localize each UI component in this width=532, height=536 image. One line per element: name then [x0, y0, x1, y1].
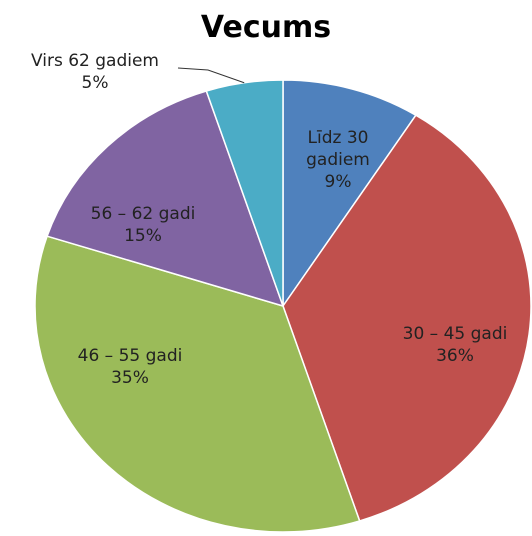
slice-name: 56 – 62 gadi: [90, 204, 196, 224]
chart-title: Vecums: [200, 10, 332, 45]
slice-value: 36%: [436, 346, 474, 366]
slice-name: 46 – 55 gadi: [77, 346, 183, 366]
slice-label: 30 – 45 gadi 36%: [380, 323, 530, 367]
pie-slice: [205, 79, 284, 307]
slice-name: 30 – 45 gadi: [402, 324, 508, 344]
slice-value: 15%: [124, 226, 162, 246]
pie-slice: [282, 79, 417, 309]
slice-label: Virs 62 gadiem 5%: [15, 50, 175, 94]
slice-value: 35%: [111, 368, 149, 388]
slice-name: Virs 62 gadiem: [30, 51, 159, 71]
slice-label: 46 – 55 gadi 35%: [55, 345, 205, 389]
pie-slice: [34, 235, 361, 533]
slice-label: Līdz 30 gadiem 9%: [293, 127, 383, 193]
pie-slice: [46, 90, 285, 308]
slice-name: Līdz 30 gadiem: [306, 128, 370, 170]
slice-value: 5%: [81, 73, 109, 93]
slice-label: 56 – 62 gadi 15%: [68, 203, 218, 247]
slice-value: 9%: [324, 172, 352, 192]
pie-slice: [282, 114, 532, 522]
leader-line: [177, 67, 245, 84]
